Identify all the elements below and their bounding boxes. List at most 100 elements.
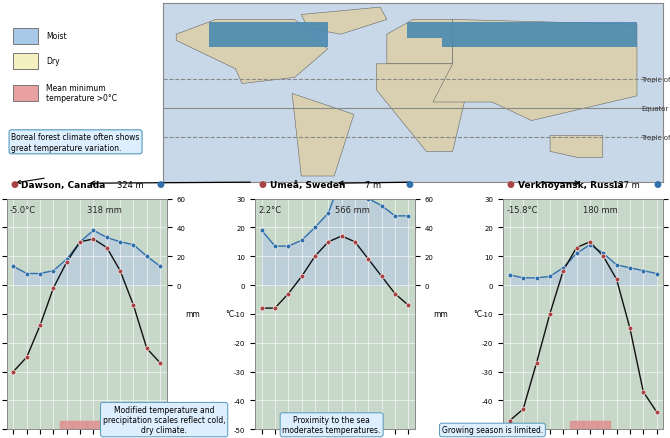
Text: Equator: Equator: [641, 106, 668, 112]
Text: ●: ●: [10, 180, 18, 189]
Point: [62, 259, 72, 266]
Point: [638, 389, 649, 396]
Point: [8, 368, 19, 375]
Text: Dawson, Canada: Dawson, Canada: [21, 180, 106, 190]
Point: [572, 244, 582, 251]
Bar: [308, 421, 322, 429]
Text: Umeå, Sweden: Umeå, Sweden: [269, 180, 345, 190]
Text: ●: ●: [157, 180, 165, 189]
Point: [403, 213, 414, 220]
Text: 137 m: 137 m: [613, 180, 640, 190]
Polygon shape: [209, 23, 328, 47]
Bar: [74, 421, 87, 429]
Y-axis label: mm: mm: [433, 310, 448, 319]
Point: [128, 242, 139, 249]
Polygon shape: [433, 21, 637, 121]
Point: [296, 237, 307, 244]
Text: Tropic of Capricorn: Tropic of Capricorn: [641, 135, 670, 141]
Bar: [60, 421, 74, 429]
Polygon shape: [176, 21, 328, 85]
Polygon shape: [387, 21, 453, 65]
Y-axis label: °C: °C: [225, 310, 234, 319]
Polygon shape: [302, 8, 387, 35]
Text: 2.2°C: 2.2°C: [258, 206, 281, 215]
Point: [310, 224, 320, 231]
Point: [88, 227, 98, 234]
Bar: [100, 421, 113, 429]
Text: Proximity to the sea
moderates temperatures.: Proximity to the sea moderates temperatu…: [283, 415, 381, 434]
Bar: [596, 421, 610, 429]
Polygon shape: [292, 94, 354, 177]
Point: [283, 243, 293, 250]
FancyBboxPatch shape: [13, 85, 38, 102]
Bar: [322, 421, 335, 429]
FancyBboxPatch shape: [13, 28, 38, 45]
Point: [128, 302, 139, 309]
Point: [403, 302, 414, 309]
Polygon shape: [442, 23, 637, 47]
Point: [545, 311, 555, 318]
Point: [336, 174, 347, 181]
Text: Mean minimum
temperature >0°C: Mean minimum temperature >0°C: [46, 84, 117, 103]
Point: [115, 268, 125, 275]
Text: ●: ●: [258, 180, 266, 189]
Point: [101, 244, 112, 251]
Point: [505, 417, 515, 424]
Y-axis label: °C: °C: [473, 310, 482, 319]
Point: [21, 270, 32, 277]
Point: [611, 262, 622, 269]
Point: [518, 406, 529, 413]
Text: Dry: Dry: [46, 57, 60, 66]
Bar: [348, 421, 362, 429]
Point: [75, 239, 86, 246]
Point: [336, 233, 347, 240]
Point: [545, 273, 555, 280]
Point: [155, 360, 165, 367]
Point: [558, 265, 569, 272]
Point: [363, 196, 374, 203]
Point: [323, 210, 334, 217]
Point: [62, 256, 72, 263]
Point: [350, 239, 360, 246]
Bar: [335, 421, 348, 429]
Text: 318 mm: 318 mm: [87, 206, 122, 215]
Text: Boreal forest climate often shows
great temperature variation.: Boreal forest climate often shows great …: [11, 133, 140, 152]
Point: [598, 253, 608, 260]
Point: [377, 273, 387, 280]
Point: [141, 345, 152, 352]
Text: Tropic of Cancer: Tropic of Cancer: [641, 77, 670, 83]
Text: Moist: Moist: [46, 32, 66, 41]
Point: [101, 234, 112, 241]
Point: [115, 239, 125, 246]
Point: [8, 263, 19, 270]
Point: [651, 409, 662, 416]
Text: 7 m: 7 m: [365, 180, 381, 190]
Point: [88, 236, 98, 243]
Point: [21, 354, 32, 361]
Point: [505, 272, 515, 279]
FancyBboxPatch shape: [13, 53, 38, 70]
Point: [363, 256, 374, 263]
Point: [323, 239, 334, 246]
Point: [75, 239, 86, 246]
Point: [624, 265, 635, 272]
Point: [572, 250, 582, 257]
Point: [598, 250, 608, 257]
Text: -5.0°C: -5.0°C: [10, 206, 36, 215]
Text: Verkhoyansk, Russia: Verkhoyansk, Russia: [518, 180, 623, 190]
Point: [283, 290, 293, 297]
Point: [390, 290, 401, 297]
Point: [377, 203, 387, 210]
Point: [584, 242, 595, 249]
Text: 566 mm: 566 mm: [335, 206, 370, 215]
Polygon shape: [407, 23, 442, 39]
Point: [256, 305, 267, 312]
Point: [48, 268, 59, 275]
Text: -15.8°C: -15.8°C: [507, 206, 538, 215]
Y-axis label: mm: mm: [185, 310, 200, 319]
Point: [651, 270, 662, 277]
Point: [296, 273, 307, 280]
Text: 180 mm: 180 mm: [583, 206, 618, 215]
Point: [155, 263, 165, 270]
Point: [584, 239, 595, 246]
